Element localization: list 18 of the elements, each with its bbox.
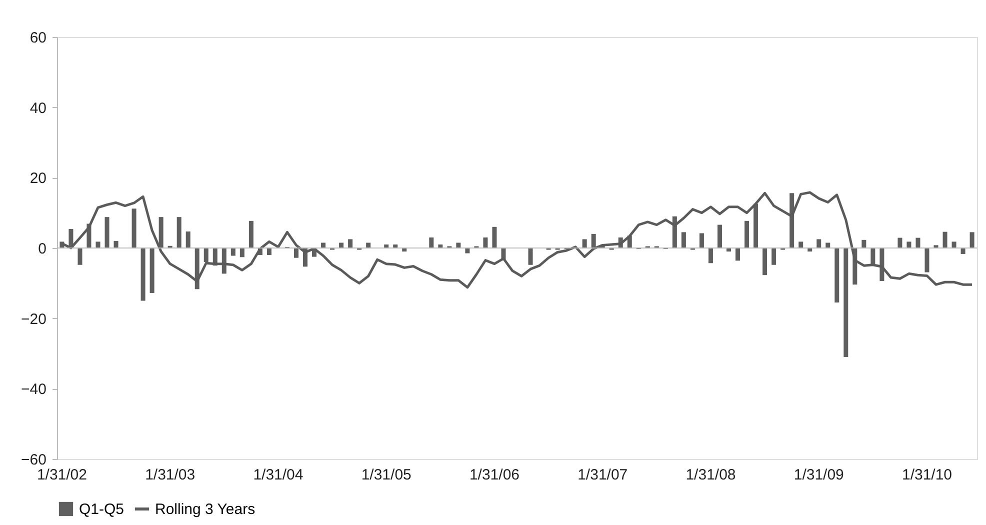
x-tick-label: 1/31/09 (794, 466, 844, 484)
x-tick-label: 1/31/06 (469, 466, 520, 484)
x-tick-label: 1/31/05 (361, 466, 412, 484)
x-tick-label: 1/31/08 (686, 466, 736, 484)
legend-label: Rolling 3 Years (155, 501, 256, 518)
y-tick-label: −40 (21, 381, 46, 398)
y-tick-label: −20 (21, 310, 46, 328)
legend-label: Q1-Q5 (79, 501, 124, 518)
y-tick-label: 0 (38, 240, 46, 258)
x-tick-label: 1/31/10 (902, 466, 952, 484)
x-tick-label: 1/31/07 (578, 466, 628, 484)
y-tick-label: −60 (21, 452, 46, 468)
x-tick-label: 1/31/02 (36, 466, 87, 484)
y-tick-label: 20 (30, 170, 46, 188)
y-tick-label: 60 (30, 30, 46, 46)
x-tick-label: 1/31/04 (253, 466, 304, 484)
x-tick-label: 1/31/03 (145, 466, 196, 484)
y-tick-label: 40 (30, 100, 46, 117)
